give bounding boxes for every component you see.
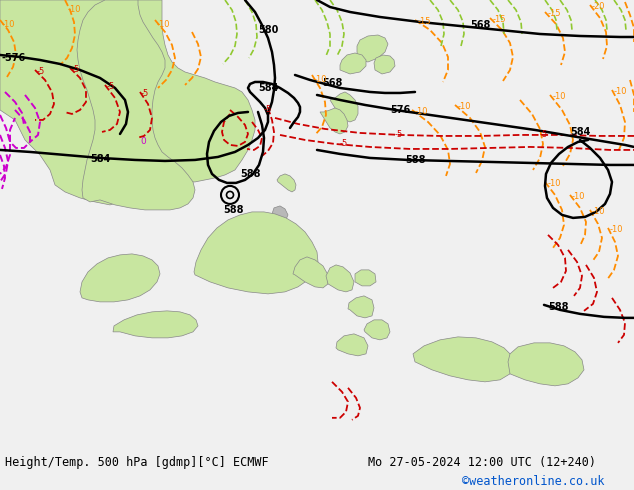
Polygon shape	[80, 254, 160, 302]
Text: -20: -20	[592, 2, 605, 11]
Text: -10: -10	[592, 207, 605, 217]
Polygon shape	[374, 55, 395, 74]
Text: Mo 27-05-2024 12:00 UTC (12+240): Mo 27-05-2024 12:00 UTC (12+240)	[368, 456, 596, 469]
Text: -10: -10	[314, 75, 328, 84]
Polygon shape	[348, 296, 374, 318]
Text: -5: -5	[107, 82, 115, 92]
Polygon shape	[336, 334, 368, 356]
Text: -10: -10	[548, 179, 562, 189]
Text: -15: -15	[418, 18, 432, 26]
Polygon shape	[320, 108, 348, 134]
Polygon shape	[330, 92, 358, 122]
Text: 588: 588	[240, 169, 261, 179]
Text: -10: -10	[68, 5, 82, 15]
Text: -5: -5	[340, 140, 348, 148]
Text: 0: 0	[140, 137, 146, 147]
Text: Height/Temp. 500 hPa [gdmp][°C] ECMWF: Height/Temp. 500 hPa [gdmp][°C] ECMWF	[5, 456, 269, 469]
Polygon shape	[364, 320, 390, 340]
Polygon shape	[413, 337, 515, 382]
Polygon shape	[355, 270, 376, 286]
Text: 568: 568	[470, 20, 490, 30]
Text: -15: -15	[548, 9, 562, 19]
Text: 584: 584	[90, 154, 110, 164]
Polygon shape	[508, 343, 584, 386]
Text: -5: -5	[72, 66, 81, 74]
Polygon shape	[272, 206, 288, 224]
Text: -5: -5	[37, 68, 45, 76]
Polygon shape	[113, 311, 198, 338]
Polygon shape	[340, 53, 366, 74]
Text: -10: -10	[2, 21, 15, 29]
Text: 584: 584	[258, 83, 278, 93]
Polygon shape	[267, 226, 284, 242]
Text: -10: -10	[610, 225, 623, 234]
Text: 588: 588	[223, 205, 243, 215]
Text: 588: 588	[548, 302, 569, 312]
Polygon shape	[77, 0, 195, 210]
Text: -5: -5	[141, 90, 149, 98]
Polygon shape	[277, 222, 297, 240]
Polygon shape	[0, 0, 255, 205]
Polygon shape	[194, 212, 318, 294]
Polygon shape	[293, 257, 328, 288]
Text: -5: -5	[264, 105, 272, 115]
Text: 588: 588	[405, 155, 425, 165]
Text: 584: 584	[570, 127, 590, 137]
Text: 568: 568	[322, 78, 342, 88]
Text: -5: -5	[540, 130, 548, 140]
Text: 580: 580	[258, 25, 278, 35]
Text: -5: -5	[395, 130, 403, 140]
Text: -15: -15	[493, 16, 507, 24]
Polygon shape	[283, 240, 301, 257]
Text: -576: -576	[2, 53, 26, 63]
Text: -10: -10	[415, 107, 429, 117]
Text: 576: 576	[390, 105, 410, 115]
Text: -10: -10	[614, 87, 628, 97]
Text: ©weatheronline.co.uk: ©weatheronline.co.uk	[462, 475, 604, 488]
Polygon shape	[326, 265, 354, 292]
Text: -10: -10	[458, 102, 472, 111]
Polygon shape	[277, 174, 296, 192]
Text: -10: -10	[572, 193, 586, 201]
Polygon shape	[357, 35, 388, 62]
Text: -10: -10	[157, 21, 171, 29]
Text: -10: -10	[553, 93, 567, 101]
